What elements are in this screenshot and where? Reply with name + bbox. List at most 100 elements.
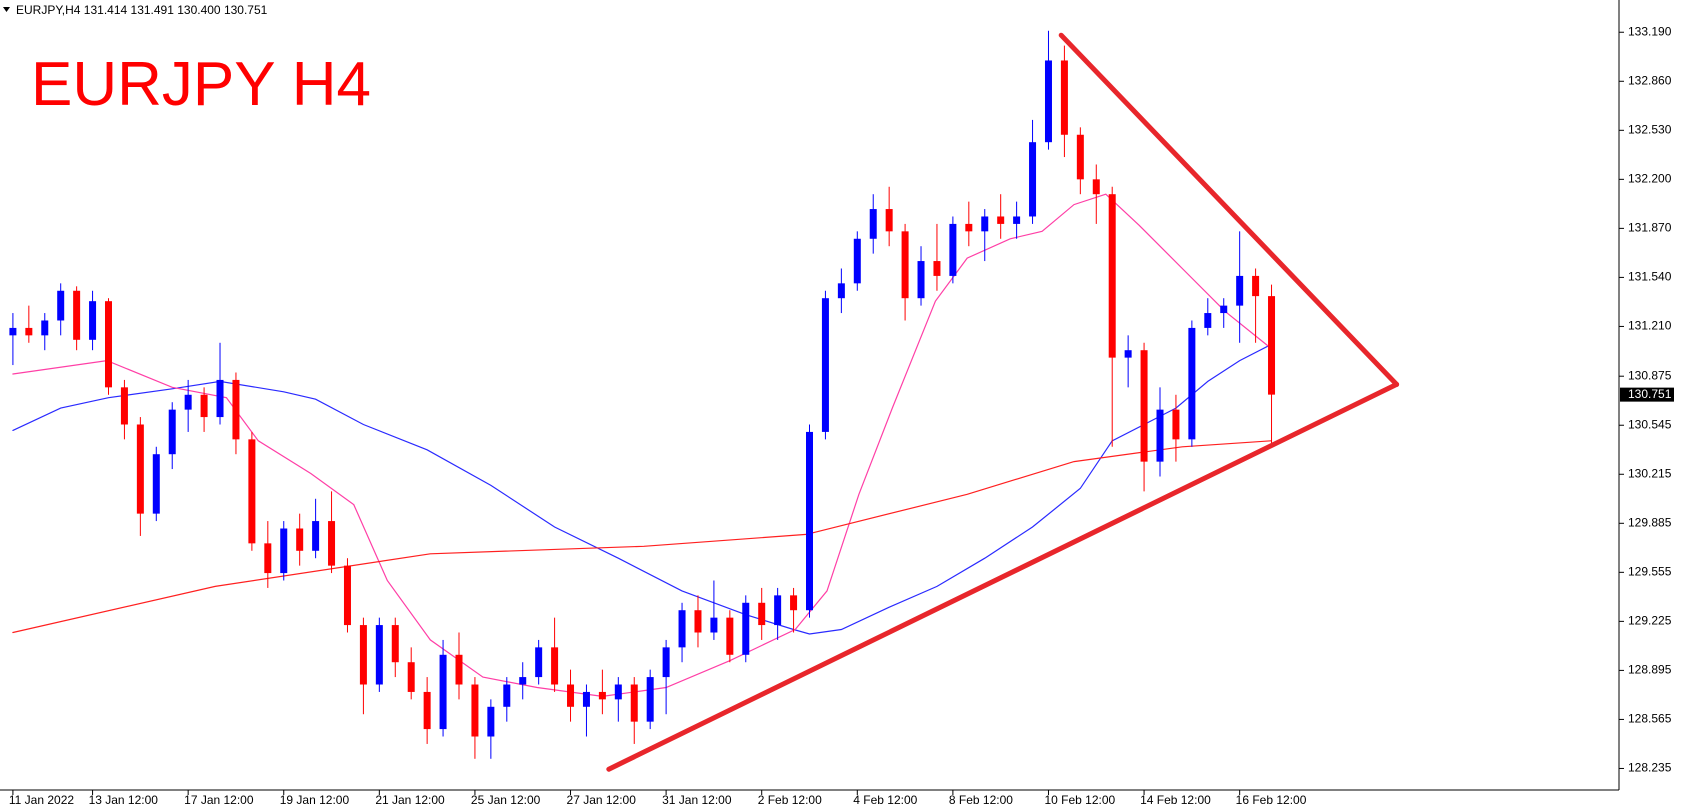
y-tick-label: 133.190 xyxy=(1628,24,1672,38)
x-tick-label: 11 Jan 2022 xyxy=(9,793,74,807)
candle-body xyxy=(933,261,941,276)
header: EURJPY,H4 131.414 131.491 130.400 130.75… xyxy=(16,3,268,17)
candle-body xyxy=(152,454,160,514)
candle-body xyxy=(917,261,925,299)
y-tick-label: 129.225 xyxy=(1628,614,1672,628)
candle-body xyxy=(280,528,288,574)
candle-body xyxy=(296,528,304,551)
chart-title: EURJPY H4 xyxy=(31,50,371,119)
candle-body xyxy=(662,647,670,678)
candle-body xyxy=(503,684,511,707)
candle-body xyxy=(1156,409,1164,462)
x-tick-label: 10 Feb 12:00 xyxy=(1044,793,1115,807)
candle-body xyxy=(806,431,813,611)
candle-body xyxy=(328,521,336,566)
candle-body xyxy=(391,625,399,663)
candle-body xyxy=(168,409,176,455)
x-tick-label: 16 Feb 12:00 xyxy=(1236,793,1307,807)
candle-body xyxy=(232,379,240,440)
candle-body xyxy=(1124,350,1132,358)
price-label: 130.751 xyxy=(1628,387,1672,401)
x-tick-label: 2 Feb 12:00 xyxy=(758,793,822,807)
candle-body xyxy=(359,625,367,685)
candle-body xyxy=(455,654,463,685)
candle-body xyxy=(1188,327,1196,440)
y-tick-label: 129.555 xyxy=(1628,565,1672,579)
x-tick-label: 13 Jan 12:00 xyxy=(89,793,159,807)
candle-body xyxy=(614,684,622,700)
y-tick-label: 128.235 xyxy=(1628,761,1672,775)
candle-body xyxy=(630,684,638,722)
candle-body xyxy=(774,595,782,626)
candle-body xyxy=(535,647,543,678)
candle-body xyxy=(312,521,320,551)
candle-body xyxy=(965,223,973,232)
candle-body xyxy=(57,290,65,321)
candle-body xyxy=(1252,275,1260,297)
x-tick-label: 19 Jan 12:00 xyxy=(280,793,350,807)
candle-body xyxy=(264,543,272,574)
candle-body xyxy=(790,595,798,611)
candle-body xyxy=(598,691,606,700)
candle-body xyxy=(1044,60,1052,143)
candle-body xyxy=(73,290,81,340)
candle-body xyxy=(1092,179,1100,195)
candle-body xyxy=(487,706,495,737)
candle-body xyxy=(343,565,351,626)
y-tick-label: 129.885 xyxy=(1628,515,1672,529)
candle-body xyxy=(136,424,144,514)
candle-body xyxy=(248,439,256,544)
candle-body xyxy=(901,231,909,299)
candle-body xyxy=(821,298,829,432)
candle-body xyxy=(646,677,654,722)
candle-body xyxy=(726,617,734,655)
candle-body xyxy=(567,684,575,707)
y-tick-label: 128.895 xyxy=(1628,663,1672,677)
moving-average xyxy=(12,193,1273,698)
x-tick-label: 8 Feb 12:00 xyxy=(949,793,1013,807)
menu-triangle[interactable] xyxy=(3,7,10,12)
candle-body xyxy=(216,379,224,418)
candle-body xyxy=(41,320,49,336)
y-tick-label: 130.875 xyxy=(1628,368,1672,382)
x-tick-label: 27 Jan 12:00 xyxy=(567,793,637,807)
price-label-box xyxy=(1620,387,1674,402)
candle-body xyxy=(1236,275,1244,306)
candle-body xyxy=(423,691,431,730)
candle-body xyxy=(853,238,861,284)
candle-body xyxy=(1172,409,1180,440)
candle-body xyxy=(89,301,97,340)
x-tick-label: 31 Jan 12:00 xyxy=(662,793,732,807)
candle-body xyxy=(519,677,527,685)
candle-body xyxy=(1220,305,1228,314)
candle-body xyxy=(869,209,877,239)
y-tick-label: 132.200 xyxy=(1628,172,1672,186)
candle-body xyxy=(837,283,845,299)
candle-body xyxy=(710,617,718,633)
trendline xyxy=(606,381,1400,772)
candle-body xyxy=(120,387,128,425)
candle-body xyxy=(1013,216,1021,224)
x-tick-label: 21 Jan 12:00 xyxy=(375,793,445,807)
candle-body xyxy=(551,647,559,685)
y-tick-label: 132.860 xyxy=(1628,73,1672,87)
candle-body xyxy=(200,394,208,418)
candle-body xyxy=(1268,296,1276,395)
candle-body xyxy=(439,654,447,730)
candle-body xyxy=(1140,350,1148,462)
trendline xyxy=(1058,32,1400,387)
y-tick-label: 130.215 xyxy=(1628,466,1672,480)
candle-body xyxy=(104,301,112,388)
candle-body xyxy=(694,610,702,633)
y-tick-label: 131.210 xyxy=(1628,319,1672,333)
moving-average xyxy=(12,343,1273,635)
candle-body xyxy=(1029,142,1037,217)
candle-body xyxy=(9,327,17,336)
y-tick-label: 130.545 xyxy=(1628,417,1672,431)
x-tick-label: 14 Feb 12:00 xyxy=(1140,793,1211,807)
candle-body xyxy=(981,216,989,232)
candle-body xyxy=(949,223,957,276)
y-tick-label: 128.565 xyxy=(1628,712,1672,726)
